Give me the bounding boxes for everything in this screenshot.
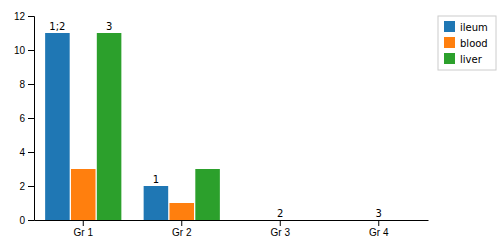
- x-tick: Gr 2: [172, 220, 192, 238]
- bar: [45, 33, 70, 220]
- bar: [97, 33, 122, 220]
- y-tick-label: 8: [19, 79, 25, 90]
- y-tick: 2: [19, 181, 34, 192]
- y-tick-mark: [28, 16, 34, 17]
- annotation: 3: [376, 208, 382, 219]
- y-tick: 4: [19, 147, 34, 158]
- x-tick: Gr 3: [271, 220, 291, 238]
- legend-swatch: [444, 53, 455, 64]
- annotation: 1;2: [49, 21, 65, 32]
- x-tick-mark: [83, 220, 84, 226]
- y-tick-label: 10: [14, 45, 26, 56]
- bar: [144, 186, 169, 220]
- legend-label: liver: [460, 54, 483, 65]
- y-tick-mark: [28, 220, 34, 221]
- annotation: 1: [153, 174, 159, 185]
- y-tick: 12: [14, 11, 34, 22]
- bars: [45, 33, 220, 220]
- y-tick-mark: [28, 50, 34, 51]
- x-tick-mark: [280, 220, 281, 226]
- y-tick: 0: [19, 215, 34, 226]
- x-tick: Gr 4: [369, 220, 389, 238]
- bar: [366, 220, 391, 221]
- bar-series: [97, 33, 220, 220]
- legend-frame: [438, 16, 496, 70]
- y-axis-line: [28, 17, 35, 221]
- y-tick: 6: [19, 113, 34, 124]
- bar: [341, 220, 366, 221]
- y-axis: 0 2 4 6 8 10 12: [14, 11, 35, 226]
- bar: [242, 220, 267, 221]
- legend-label: blood: [460, 38, 488, 49]
- x-tick-label: Gr 1: [74, 227, 94, 238]
- legend-swatch: [444, 37, 455, 48]
- y-tick-label: 12: [14, 11, 26, 22]
- y-tick-mark: [28, 186, 34, 187]
- bar-series: [45, 33, 168, 220]
- x-tick-label: Gr 3: [271, 227, 291, 238]
- legend-item: liver: [444, 53, 483, 65]
- x-tick-label: Gr 2: [172, 227, 192, 238]
- y-tick-mark: [28, 118, 34, 119]
- bar-series: [71, 169, 194, 220]
- bar: [268, 220, 293, 221]
- y-tick-label: 2: [19, 181, 25, 192]
- plot: 024681012Gr 1Gr 2Gr 3Gr 41;23123: [14, 11, 429, 238]
- x-tick-mark: [378, 220, 379, 226]
- legend-item: blood: [444, 37, 488, 49]
- bar: [392, 220, 417, 221]
- y-tick-mark: [28, 84, 34, 85]
- y-tick-mark: [28, 152, 34, 153]
- legend-item: ileum: [444, 21, 488, 33]
- annotations: 1;2 3 1 2 3: [49, 21, 382, 219]
- y-tick: 10: [14, 45, 34, 56]
- bar: [294, 220, 319, 221]
- x-tick: Gr 1: [74, 220, 94, 238]
- bar: [195, 169, 220, 220]
- x-tick-mark: [181, 220, 182, 226]
- annotation: 3: [106, 21, 112, 32]
- legend-swatch: [444, 21, 455, 32]
- x-axis: Gr 1 Gr 2 Gr 3 Gr 4: [35, 220, 429, 238]
- y-tick-label: 4: [19, 147, 25, 158]
- bar: [71, 169, 96, 220]
- bar: [169, 203, 194, 220]
- chart: 024681012Gr 1Gr 2Gr 3Gr 41;23123ileumblo…: [0, 0, 500, 244]
- x-axis-line: [35, 220, 429, 221]
- y-tick-label: 6: [19, 113, 25, 124]
- x-tick-label: Gr 4: [369, 227, 389, 238]
- y-tick: 8: [19, 79, 34, 90]
- annotation: 2: [277, 208, 283, 219]
- legend-label: ileum: [460, 22, 488, 33]
- y-tick-label: 0: [19, 215, 25, 226]
- legend: ileum blood liver: [438, 16, 496, 70]
